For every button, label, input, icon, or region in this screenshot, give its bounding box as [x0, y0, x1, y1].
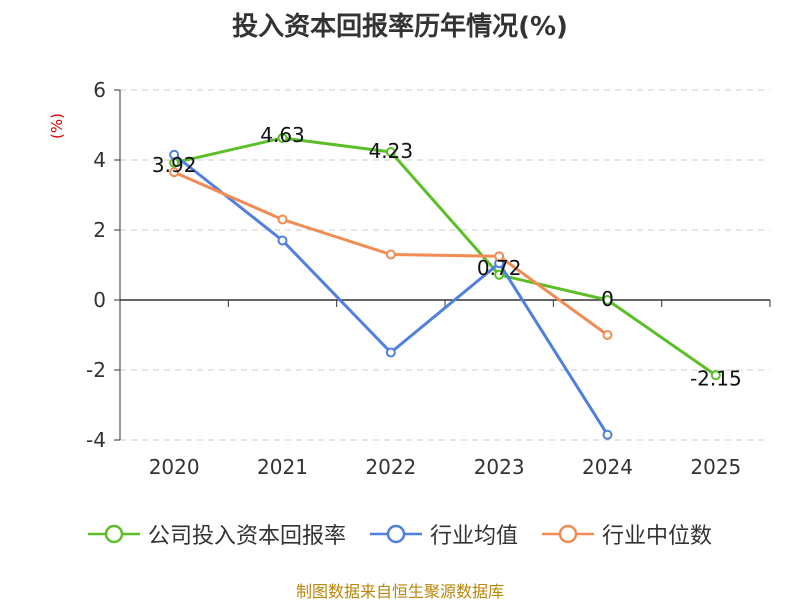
legend-line-marker-icon [542, 524, 594, 544]
data-label: 0 [601, 287, 614, 311]
grid-lines [120, 89, 770, 441]
data-point [494, 269, 505, 280]
series-line-1 [173, 136, 717, 377]
legend: 公司投入资本回报率 行业均值 行业中位数 [0, 518, 800, 550]
x-tick-label: 2024 [582, 455, 633, 479]
data-point [277, 214, 288, 225]
data-label: 0.72 [477, 256, 522, 280]
x-tick-label: 2022 [365, 455, 416, 479]
y-tick-label: 2 [93, 218, 106, 242]
data-point [602, 330, 613, 340]
data-point [277, 132, 288, 143]
legend-item[interactable]: 行业中位数 [542, 518, 712, 550]
legend-line-marker-icon [369, 524, 422, 544]
data-point [385, 347, 396, 358]
x-tick-label: 2025 [690, 455, 741, 479]
x-tick-label: 2023 [474, 455, 525, 479]
axes: -4 -2 0 2 4 6 2020 2021 2022 2023 2024 2025 [86, 78, 771, 479]
data-point [602, 295, 613, 305]
y-axis-label: (%) [48, 113, 66, 139]
legend-label: 行业中位数 [602, 524, 713, 549]
chart-title: 投入资本回报率历年情况(%) [232, 12, 568, 42]
x-tick-label: 2021 [257, 455, 308, 479]
y-tick-label: 0 [93, 288, 106, 312]
data-point [169, 149, 180, 160]
series [169, 132, 721, 440]
data-point [169, 167, 180, 178]
legend-item[interactable]: 公司投入资本回报率 [87, 518, 346, 550]
legend-item[interactable]: 行业均值 [369, 518, 518, 550]
data-point [385, 146, 396, 157]
data-label: 3.92 [152, 153, 197, 177]
data-label: 4.63 [260, 123, 305, 147]
series-line-2 [173, 153, 609, 436]
x-tick-label: 2020 [149, 455, 200, 479]
legend-label: 行业均值 [429, 524, 518, 549]
y-tick-label: 4 [93, 148, 106, 172]
y-tick-label: -4 [86, 428, 106, 452]
data-point [710, 370, 721, 381]
data-point [385, 249, 396, 260]
data-labels: 3.92 4.63 4.23 0.72 0 -2.15 [152, 123, 742, 390]
data-point [494, 251, 505, 262]
data-label: -2.15 [690, 366, 742, 390]
data-label: 4.23 [369, 139, 414, 163]
y-tick-label: -2 [86, 358, 106, 382]
data-point [602, 429, 613, 440]
data-point [277, 235, 288, 246]
source-note: 制图数据来自恒生聚源数据库 [295, 582, 504, 601]
y-tick-label: 6 [93, 78, 106, 102]
legend-line-marker-icon [87, 524, 140, 544]
legend-label: 公司投入资本回报率 [147, 524, 346, 549]
